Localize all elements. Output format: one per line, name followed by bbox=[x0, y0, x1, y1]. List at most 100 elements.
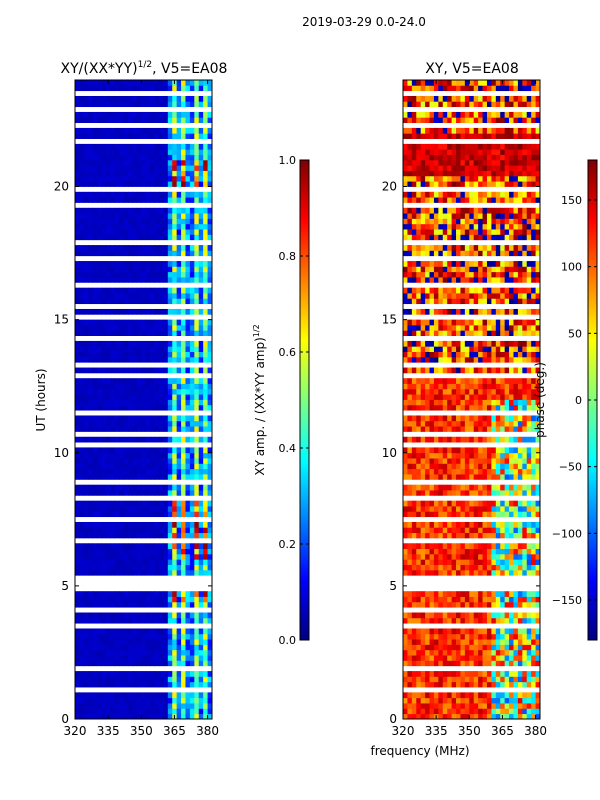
heatmap-cell bbox=[181, 207, 186, 214]
heatmap-cell bbox=[442, 649, 448, 656]
heatmap-cell bbox=[88, 223, 94, 230]
heatmap-cell bbox=[407, 671, 413, 677]
heatmap-cell bbox=[167, 447, 173, 454]
heatmap-cell bbox=[105, 197, 111, 203]
heatmap-cell bbox=[167, 521, 173, 528]
heatmap-cell bbox=[491, 521, 497, 528]
heatmap-cell bbox=[513, 548, 519, 555]
heatmap-cell bbox=[198, 95, 204, 102]
heatmap-cell bbox=[460, 388, 466, 395]
heatmap-cell bbox=[167, 111, 173, 118]
heatmap-cell bbox=[119, 553, 125, 560]
heatmap-cell bbox=[172, 490, 178, 496]
heatmap-cell bbox=[447, 420, 453, 427]
heatmap-cell bbox=[114, 447, 120, 454]
heatmap-cell bbox=[97, 117, 102, 123]
heatmap-cell bbox=[92, 85, 98, 92]
heatmap-cell bbox=[163, 420, 169, 427]
heatmap-cell bbox=[119, 165, 125, 171]
heatmap-cell bbox=[88, 532, 94, 539]
heatmap-cell bbox=[172, 383, 178, 390]
heatmap-cell bbox=[433, 681, 439, 688]
heatmap-cell bbox=[482, 287, 488, 294]
colorbar-tick-label: 0.8 bbox=[279, 250, 297, 263]
heatmap-cell bbox=[531, 506, 536, 512]
heatmap-cell bbox=[433, 287, 439, 294]
heatmap-cell bbox=[420, 569, 426, 576]
heatmap-cell bbox=[451, 340, 457, 347]
heatmap-cell bbox=[110, 388, 116, 395]
heatmap-cell bbox=[203, 159, 208, 166]
heatmap-cell bbox=[469, 697, 475, 704]
heatmap-cell bbox=[531, 399, 536, 406]
heatmap-cell bbox=[203, 452, 208, 459]
heatmap-cell bbox=[189, 452, 195, 459]
heatmap-cell bbox=[105, 213, 111, 219]
heatmap-cell bbox=[101, 692, 107, 699]
heatmap-cell bbox=[154, 543, 160, 549]
heatmap-cell bbox=[433, 490, 439, 496]
heatmap-cell bbox=[123, 644, 129, 651]
heatmap-cell bbox=[203, 633, 208, 640]
heatmap-cell bbox=[504, 591, 510, 597]
heatmap-cell bbox=[97, 80, 102, 86]
heatmap-cell bbox=[509, 490, 514, 496]
heatmap-cell bbox=[451, 649, 457, 656]
heatmap-cell bbox=[172, 548, 178, 555]
heatmap-cell bbox=[154, 681, 160, 688]
heatmap-cell bbox=[451, 468, 457, 475]
heatmap-cell bbox=[464, 564, 470, 571]
heatmap-cell bbox=[513, 708, 519, 715]
heatmap-cell bbox=[136, 154, 142, 161]
heatmap-cell bbox=[150, 218, 155, 225]
heatmap-cell bbox=[97, 165, 102, 171]
heatmap-cell bbox=[136, 713, 142, 720]
heatmap-cell bbox=[128, 127, 133, 134]
heatmap-cell bbox=[203, 532, 208, 539]
heatmap-cell bbox=[416, 330, 422, 336]
heatmap-cell bbox=[478, 671, 483, 677]
heatmap-cell bbox=[442, 681, 448, 688]
heatmap-cell bbox=[456, 383, 461, 390]
heatmap-cell bbox=[154, 111, 160, 118]
heatmap-cell bbox=[469, 601, 475, 608]
heatmap-cell bbox=[150, 175, 155, 182]
heatmap-cell bbox=[83, 426, 89, 432]
heatmap-cell bbox=[420, 298, 426, 305]
heatmap-cell bbox=[141, 319, 147, 326]
heatmap-cell bbox=[167, 159, 173, 166]
heatmap-cell bbox=[194, 229, 200, 235]
heatmap-cell bbox=[438, 500, 444, 507]
heatmap-cell bbox=[522, 506, 528, 512]
heatmap-cell bbox=[110, 468, 116, 475]
heatmap-cell bbox=[203, 356, 208, 363]
heatmap-cell bbox=[88, 399, 94, 406]
heatmap-cell bbox=[451, 378, 457, 384]
heatmap-cell bbox=[141, 367, 147, 374]
heatmap-cell bbox=[172, 277, 178, 283]
heatmap-cell bbox=[185, 85, 191, 92]
heatmap-cell bbox=[531, 298, 536, 305]
heatmap-cell bbox=[425, 474, 430, 480]
heatmap-cell bbox=[509, 596, 514, 603]
heatmap-cell bbox=[97, 234, 102, 241]
heatmap-cell bbox=[163, 564, 169, 571]
heatmap-cell bbox=[464, 346, 470, 352]
heatmap-cell bbox=[75, 420, 80, 427]
heatmap-cell bbox=[185, 458, 191, 464]
heatmap-cell bbox=[456, 639, 461, 645]
heatmap-cell bbox=[105, 250, 111, 257]
colorbar-tick-label: 0.2 bbox=[279, 538, 297, 551]
heatmap-cell bbox=[442, 261, 448, 267]
heatmap-cell bbox=[88, 543, 94, 549]
heatmap-cell bbox=[469, 415, 475, 422]
heatmap-cell bbox=[114, 378, 120, 384]
heatmap-cell bbox=[478, 564, 483, 571]
heatmap-cell bbox=[101, 436, 107, 443]
heatmap-cell bbox=[167, 511, 173, 518]
heatmap-cell bbox=[88, 644, 94, 651]
heatmap-cell bbox=[194, 191, 200, 198]
heatmap-cell bbox=[522, 458, 528, 464]
heatmap-cell bbox=[451, 293, 457, 299]
heatmap-cell bbox=[136, 500, 142, 507]
